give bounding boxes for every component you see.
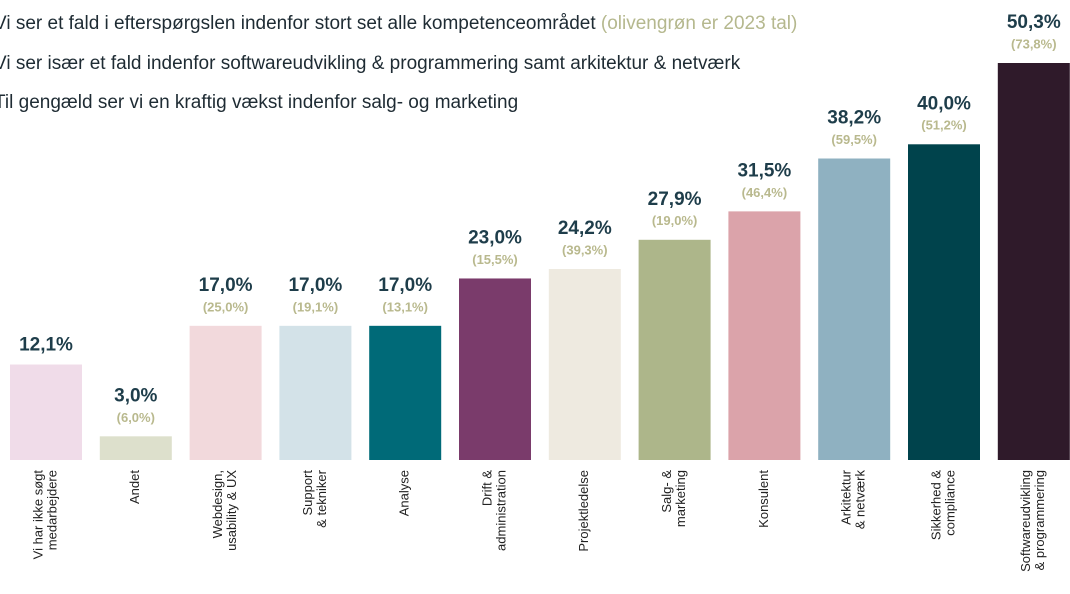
category-label: administration xyxy=(493,470,508,551)
value-label: 24,2% xyxy=(558,218,612,239)
prior-value-label: (19,0%) xyxy=(652,213,698,228)
prior-value-label: (59,5%) xyxy=(831,132,877,147)
category-label: marketing xyxy=(673,470,688,527)
bar xyxy=(279,325,352,460)
category-label: Sikkerhed & xyxy=(928,470,943,540)
value-label: 17,0% xyxy=(378,275,432,296)
value-label: 38,2% xyxy=(827,108,881,129)
value-label: 17,0% xyxy=(199,275,253,296)
note: Vi ser især et fald indenfor softwareudv… xyxy=(0,53,741,74)
category-label: Support xyxy=(300,470,315,516)
category-label: Softwareudvikling xyxy=(1018,470,1033,572)
note-text: Vi ser et fald i efterspørgslen indenfor… xyxy=(0,13,596,34)
prior-value-label: (13,1%) xyxy=(382,299,428,314)
bar xyxy=(818,158,891,461)
category-label: & tekniker xyxy=(314,469,329,527)
prior-value-label: (25,0%) xyxy=(203,299,249,314)
category-label: Analyse xyxy=(397,470,412,516)
bar xyxy=(189,325,262,460)
category-label: medarbejdere xyxy=(44,470,59,550)
category-label: compliance xyxy=(942,470,957,536)
category-label: Salg- & xyxy=(659,470,674,513)
category-label: Vi har ikke søgt xyxy=(30,470,45,560)
prior-value-label: (19,1%) xyxy=(293,299,339,314)
category-label: & netværk xyxy=(853,470,868,530)
note: Til gengæld ser vi en kraftig vækst inde… xyxy=(0,92,518,113)
value-label: 23,0% xyxy=(468,227,522,248)
bar xyxy=(908,144,980,460)
bar xyxy=(638,239,711,460)
prior-value-label: (6,0%) xyxy=(117,410,155,425)
value-label: 27,9% xyxy=(648,189,702,210)
prior-value-label: (46,4%) xyxy=(742,185,788,200)
value-label: 17,0% xyxy=(288,275,342,296)
bar xyxy=(728,211,801,460)
category-label: Drift & xyxy=(479,470,494,506)
value-label: 40,0% xyxy=(917,93,971,114)
prior-value-label: (73,8%) xyxy=(1011,36,1057,51)
prior-value-label: (15,5%) xyxy=(472,252,518,267)
category-label: Webdesign, xyxy=(210,470,225,538)
bar xyxy=(997,63,1070,460)
category-label: Andet xyxy=(127,470,142,504)
category-label: Projektledelse xyxy=(576,470,591,552)
value-label: 50,3% xyxy=(1007,12,1061,33)
category-label: usability & UX xyxy=(224,470,239,551)
category-label: Arkitektur xyxy=(839,469,854,525)
category-label: & programmering xyxy=(1032,470,1047,570)
bar xyxy=(369,325,442,460)
prior-value-label: (51,2%) xyxy=(921,118,967,133)
value-label: 12,1% xyxy=(19,335,73,356)
bar xyxy=(548,268,621,460)
value-label: 3,0% xyxy=(114,385,157,406)
category-label: Konsulent xyxy=(756,470,771,528)
bar xyxy=(10,364,82,460)
value-label: 31,5% xyxy=(737,160,791,181)
note: Vi ser et fald i efterspørgslen indenfor… xyxy=(0,13,797,34)
note-highlight: (olivengrøn er 2023 tal) xyxy=(601,13,797,34)
bar xyxy=(459,278,531,460)
prior-value-label: (39,3%) xyxy=(562,242,608,257)
bar xyxy=(99,436,172,460)
